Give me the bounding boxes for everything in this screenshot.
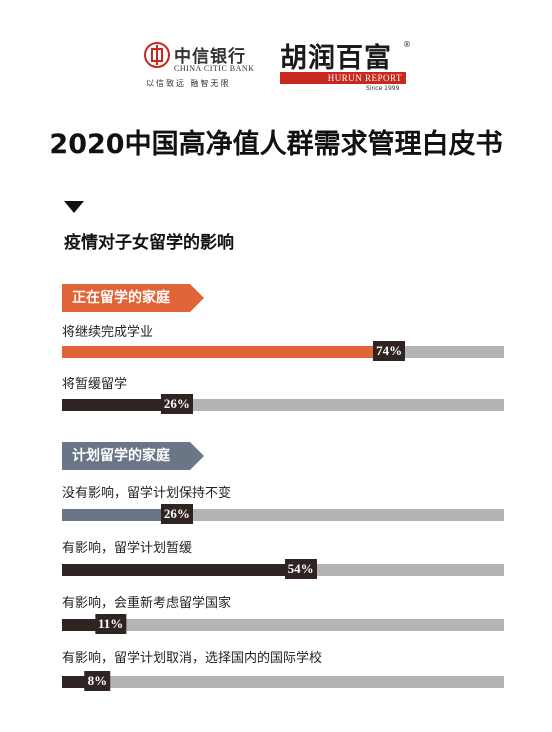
bar-value-label: 54% <box>284 559 317 579</box>
bar-value-label: 26% <box>160 394 193 414</box>
section-label: 计划留学的家庭 <box>62 442 204 470</box>
citic-name-en: CHINA CITIC BANK <box>174 64 255 73</box>
hurun-name-cn: 胡润百富 <box>280 43 392 74</box>
bar-label: 没有影响，留学计划保持不变 <box>62 486 232 501</box>
bar-track: 26% <box>62 504 504 524</box>
bar <box>62 346 390 358</box>
bar-value-label: 26% <box>160 504 193 524</box>
hurun-logo: 胡润百富 ® HURUN REPORT Since 1999 <box>280 40 411 94</box>
bar-track: 8% <box>62 671 504 691</box>
citic-slogan: 以信致远 融智无限 <box>146 79 231 88</box>
citic-name-cn: 中信银行 <box>174 47 246 67</box>
hurun-name-en: HURUN REPORT <box>280 72 406 84</box>
logo-header: 中信银行 CHINA CITIC BANK 以信致远 融智无限 胡润百富 ® H… <box>0 40 552 96</box>
bar-track: 26% <box>62 394 504 414</box>
bar-value-label: 74% <box>373 341 406 361</box>
bar-label: 将暂缓留学 <box>62 377 128 392</box>
bar-track: 11% <box>62 614 504 634</box>
bar-label: 有影响，留学计划暂缓 <box>62 541 193 556</box>
hurun-since: Since 1999 <box>366 85 400 92</box>
down-triangle-icon <box>64 201 84 213</box>
bar <box>62 509 177 521</box>
bar-track: 74% <box>62 341 504 361</box>
bar-label: 有影响，留学计划取消，选择国内的国际学校 <box>62 651 323 666</box>
bar-label: 有影响，会重新考虑留学国家 <box>62 596 232 611</box>
hurun-registered-mark: ® <box>403 40 411 49</box>
bar <box>62 399 177 411</box>
bar-value-label: 8% <box>84 671 111 691</box>
bar-value-label: 11% <box>94 614 127 634</box>
page-title: 2020中国高净值人群需求管理白皮书 <box>49 129 503 160</box>
bar-track: 54% <box>62 559 504 579</box>
section-label: 正在留学的家庭 <box>62 284 204 312</box>
citic-logo: 中信银行 CHINA CITIC BANK 以信致远 融智无限 <box>144 40 264 92</box>
chart-subtitle: 疫情对子女留学的影响 <box>64 233 234 253</box>
bar <box>62 564 301 576</box>
citic-emblem-icon <box>144 42 170 68</box>
bar-label: 将继续完成学业 <box>62 325 154 340</box>
